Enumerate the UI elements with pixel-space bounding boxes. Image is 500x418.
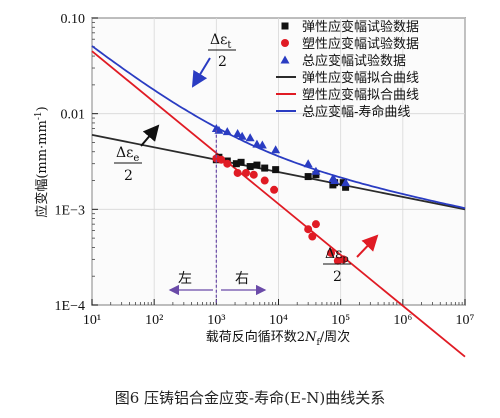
delta-t-label: Δεt (210, 32, 231, 51)
x-tick-label: 10⁴ (269, 313, 288, 328)
total-strain-life-curve (91, 45, 466, 210)
legend-triangle-marker (280, 55, 290, 64)
circle-data-point (311, 220, 320, 229)
x-tick-label: 10² (145, 313, 163, 328)
square-data-point (304, 173, 312, 181)
triangle-data-point (222, 127, 232, 136)
legend-entry-label: 总应变幅-寿命曲线 (302, 104, 410, 120)
legend-entry-label: 塑性应变幅拟合曲线 (302, 87, 419, 103)
y-tick-label: 1E−4 (55, 299, 85, 314)
legend-entry-label: 总应变幅试验数据 (302, 53, 406, 69)
triangle-data-point (257, 140, 267, 149)
legend-entry-label: 弹性应变幅试验数据 (302, 19, 419, 35)
delta-e-denominator: 2 (124, 168, 133, 184)
circle-data-point (233, 168, 242, 177)
delta-p-label: Δεp (325, 246, 349, 265)
square-data-point (342, 183, 350, 191)
series-points (211, 123, 351, 265)
circle-data-point (241, 168, 250, 177)
legend: 弹性应变幅试验数据塑性应变幅试验数据总应变幅试验数据弹性应变幅拟合曲线塑性应变幅… (276, 19, 419, 120)
x-tick-label: 10³ (207, 313, 225, 328)
triangle-data-point (252, 139, 262, 148)
x-tick-label: 10⁷ (456, 313, 475, 328)
circle-data-point (223, 159, 232, 168)
grid (91, 17, 466, 306)
delta-e-annotation: Δεe 2 (114, 124, 160, 184)
circle-data-point (260, 176, 269, 185)
triangle-data-point (311, 166, 321, 175)
circle-data-point (217, 155, 226, 164)
triangle-data-point (233, 129, 243, 138)
legend-entry-label: 弹性应变幅拟合曲线 (302, 70, 419, 86)
y-tick-label: 1E−3 (55, 203, 85, 218)
triangle-data-point (237, 131, 247, 140)
delta-t-annotation: Δεt 2 (191, 32, 236, 88)
left-label: 左 (178, 271, 192, 287)
x-tick-label: 10⁵ (331, 313, 350, 328)
square-data-point (237, 158, 245, 166)
circle-data-point (249, 170, 258, 179)
square-data-point (261, 164, 269, 172)
circle-data-point (339, 255, 348, 264)
delta-t-denominator: 2 (218, 54, 227, 70)
tick-labels: 10¹ 10² 10³ 10⁴ 10⁵ 10⁶ 10⁷ 0.10 0.01 1E−3 1E−4 (55, 12, 475, 328)
legend-square-marker (281, 22, 289, 30)
triangle-data-point (341, 178, 351, 187)
triangle-data-point (245, 133, 255, 142)
y-tick-label: 0.01 (61, 108, 86, 123)
square-data-point (246, 163, 254, 171)
delta-e-arrow (140, 124, 160, 147)
square-data-point (253, 161, 261, 169)
x-tick-label: 10⁶ (393, 313, 412, 328)
square-data-point (232, 160, 240, 168)
legend-entry-label: 塑性应变幅试验数据 (302, 36, 419, 52)
right-label: 右 (235, 271, 249, 287)
triangle-data-point (303, 159, 313, 168)
circle-data-point (270, 185, 279, 194)
square-data-point (272, 166, 280, 174)
circle-data-point (304, 225, 313, 234)
left-right-indicator: 左 右 (168, 271, 267, 296)
circle-data-point (308, 232, 317, 241)
delta-p-annotation: Δεp 2 (323, 234, 379, 285)
y-tick-label: 0.10 (61, 12, 86, 27)
delta-t-arrow (191, 57, 211, 88)
figure-caption: 图6 压铸铝合金应变-寿命(E-N)曲线关系 (115, 389, 386, 407)
delta-p-denominator: 2 (333, 269, 342, 285)
triangle-data-point (271, 145, 281, 154)
x-axis-label: 载荷反向循环数2Nf/周次 (206, 329, 350, 348)
delta-p-arrow (356, 234, 379, 258)
legend-circle-marker (281, 39, 289, 47)
delta-e-label: Δεe (116, 145, 139, 164)
x-tick-label: 10¹ (83, 313, 101, 328)
fit-line (91, 50, 466, 358)
circle-data-point (327, 248, 336, 257)
triangle-data-point (330, 176, 340, 185)
y-axis-label: 应变幅(mm·mm-1) (34, 106, 50, 217)
